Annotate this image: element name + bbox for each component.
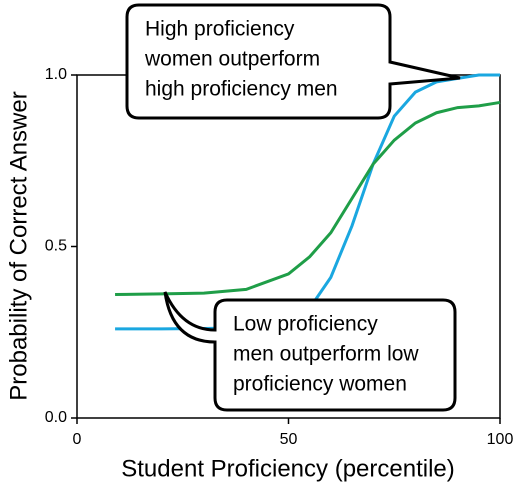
line-series	[115, 100, 501, 297]
annotation-line: Low proficiency	[233, 313, 378, 336]
y-tick-label: 1.0	[45, 66, 67, 83]
x-tick-label: 0	[73, 431, 82, 448]
annotation-line: men outperform low	[233, 343, 419, 366]
y-axis-label: Probability of Correct Answer	[5, 91, 32, 400]
annotation-line: proficiency women	[233, 373, 407, 396]
x-axis-label: Student Proficiency (percentile)	[121, 455, 455, 482]
annotation-line: women outperform	[144, 48, 320, 71]
x-tick-label: 100	[487, 431, 514, 448]
callout-bubble	[163, 291, 457, 412]
annotation-line: High proficiency	[145, 18, 295, 41]
annotation-line: high proficiency men	[145, 78, 338, 101]
callout: High proficiency women outperform high p…	[125, 3, 461, 120]
callout-bubble	[125, 3, 461, 120]
y-tick-label: 0.0	[45, 409, 67, 426]
y-tick-label: 0.5	[45, 238, 67, 255]
x-tick-label: 50	[280, 431, 298, 448]
callout: Low proficiency men outperform low profi…	[163, 291, 457, 412]
